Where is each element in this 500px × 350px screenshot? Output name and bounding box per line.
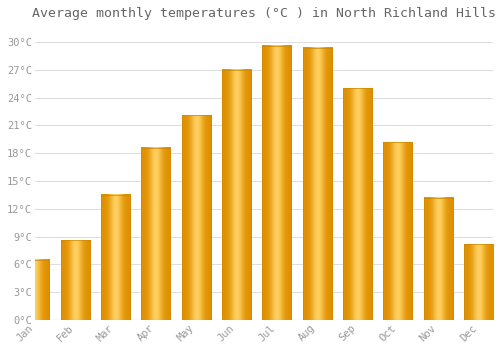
Bar [60, 240, 90, 320]
Bar [302, 48, 332, 320]
Bar [464, 244, 493, 320]
Bar [20, 260, 49, 320]
Bar [141, 148, 171, 320]
Bar [141, 148, 171, 320]
Title: Average monthly temperatures (°C ) in North Richland Hills: Average monthly temperatures (°C ) in No… [32, 7, 496, 20]
Bar [262, 46, 292, 320]
Bar [384, 142, 412, 320]
Bar [424, 198, 452, 320]
Bar [343, 88, 372, 320]
Bar [182, 115, 210, 320]
Bar [101, 195, 130, 320]
Bar [101, 195, 130, 320]
Bar [182, 115, 210, 320]
Bar [464, 244, 493, 320]
Bar [222, 70, 251, 320]
Bar [424, 198, 452, 320]
Bar [384, 142, 412, 320]
Bar [302, 48, 332, 320]
Bar [222, 70, 251, 320]
Bar [262, 46, 292, 320]
Bar [20, 260, 49, 320]
Bar [60, 240, 90, 320]
Bar [343, 88, 372, 320]
